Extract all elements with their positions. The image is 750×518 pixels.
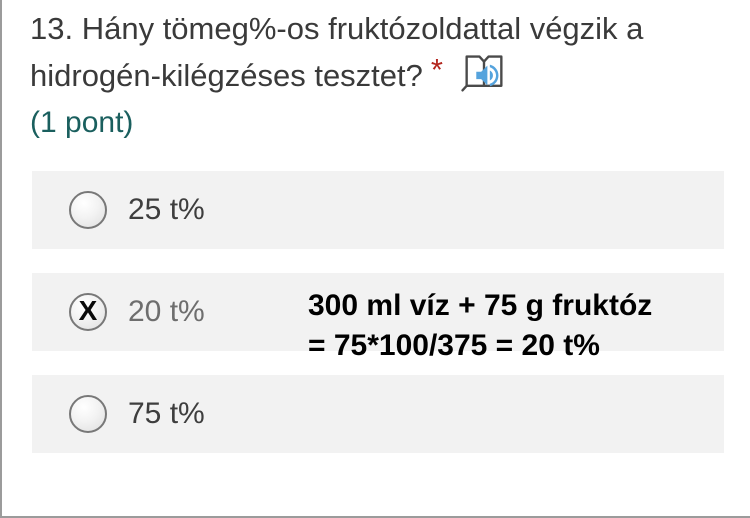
radio-unselected-icon[interactable] xyxy=(69,191,107,229)
options-list: 25 t% X 20 t% 75 t% xyxy=(32,171,724,477)
annotation-line-2: = 75*100/375 = 20 t% xyxy=(308,329,600,362)
question-title: 13. Hány tömeg%-os fruktózoldattal végzi… xyxy=(30,6,724,99)
required-asterisk: * xyxy=(430,52,443,87)
radio-unselected-icon[interactable] xyxy=(69,395,107,433)
answer-annotation: 300 ml víz + 75 g fruktóz = 75*100/375 =… xyxy=(308,286,652,366)
question-text: 13. Hány tömeg%-os fruktózoldattal végzi… xyxy=(30,11,644,93)
radio-selected-x-icon[interactable]: X xyxy=(69,293,107,331)
option-label: 25 t% xyxy=(128,193,205,226)
option-row-20[interactable]: X 20 t% xyxy=(32,273,724,351)
immersive-reader-audio-icon[interactable] xyxy=(461,52,507,99)
option-row-25[interactable]: 25 t% xyxy=(32,171,724,249)
radio-x-mark: X xyxy=(78,295,98,326)
question-block: 13. Hány tömeg%-os fruktózoldattal végzi… xyxy=(30,6,724,143)
option-label: 75 t% xyxy=(128,397,205,430)
option-row-75[interactable]: 75 t% xyxy=(32,375,724,453)
points-label: (1 pont) xyxy=(30,106,134,139)
option-label: 20 t% xyxy=(128,295,205,328)
annotation-line-1: 300 ml víz + 75 g fruktóz xyxy=(308,289,653,322)
